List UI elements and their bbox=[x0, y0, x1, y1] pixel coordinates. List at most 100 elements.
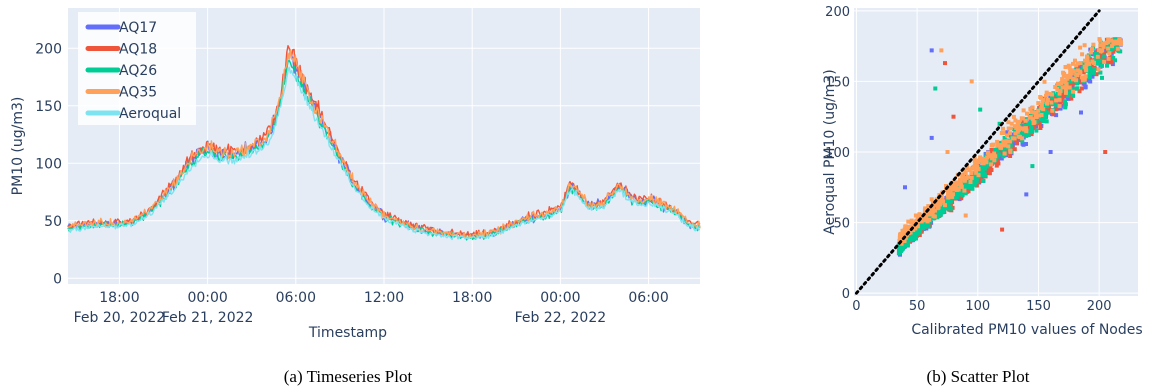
scatter-point-aq26 bbox=[1030, 164, 1035, 169]
scatter-point-aq26 bbox=[1092, 70, 1096, 75]
scatter-point-aq35 bbox=[969, 175, 974, 180]
scatter-point-aq35 bbox=[1056, 82, 1061, 87]
scatter-point-aq35 bbox=[1016, 125, 1021, 130]
scatter-point-aq26 bbox=[1068, 79, 1073, 84]
scatter-point-aq26 bbox=[917, 227, 922, 232]
scatter-point-aq35 bbox=[1006, 120, 1011, 125]
scatter-point-aq26 bbox=[943, 199, 948, 204]
scatter-point-aq35 bbox=[1071, 77, 1076, 82]
scatter-point-aq17 bbox=[1024, 142, 1028, 146]
scatter-point-aq35 bbox=[1107, 51, 1112, 56]
scatter-point-aq35 bbox=[1078, 69, 1082, 74]
scatter-point-aq18 bbox=[1012, 147, 1017, 152]
scatter-point-aq26 bbox=[1054, 102, 1059, 107]
scatter-point-aq26 bbox=[1027, 129, 1032, 134]
scatter-point-aq35 bbox=[1090, 59, 1095, 64]
scatter-point-aq35 bbox=[1013, 118, 1018, 123]
x-tick-label: 100 bbox=[965, 299, 990, 314]
scatter-point-aq26 bbox=[946, 202, 951, 207]
scatter-point-aq26 bbox=[1100, 75, 1104, 80]
scatter-point-aq35 bbox=[1041, 107, 1046, 112]
scatter-point-aq26 bbox=[1039, 117, 1044, 122]
scatter-point-aq35 bbox=[932, 214, 937, 219]
scatter-point-aq26 bbox=[1014, 134, 1019, 139]
scatter-point-aq35 bbox=[1065, 76, 1070, 81]
scatter-point-aq35 bbox=[960, 174, 965, 179]
scatter-point-aq18 bbox=[1038, 126, 1043, 130]
scatter-point-aq35 bbox=[984, 160, 989, 165]
scatter-point-aq35 bbox=[958, 182, 963, 187]
scatter-point-aq35 bbox=[1063, 87, 1068, 92]
scatter-point-aq17 bbox=[1079, 110, 1083, 115]
scatter-point-aq35 bbox=[930, 205, 935, 210]
scatter-point-aq35 bbox=[919, 218, 924, 223]
scatter-point-aq26 bbox=[1046, 110, 1050, 115]
y-tick-label: 100 bbox=[35, 156, 62, 172]
scatter-point-aq26 bbox=[915, 231, 920, 235]
scatter-point-aq35 bbox=[914, 219, 919, 224]
scatter-point-aq26 bbox=[967, 184, 971, 189]
scatter-point-aq35 bbox=[1028, 115, 1033, 119]
x-tick-labels-a: 18:00 Feb 20, 2022 00:00 Feb 21, 2022 06:00 1… bbox=[74, 290, 669, 326]
scatter-point-aq26 bbox=[1066, 91, 1071, 96]
scatter-point-aq18 bbox=[1026, 127, 1031, 131]
scatter-point-aq17 bbox=[1048, 150, 1053, 154]
scatter-point-aq26 bbox=[993, 147, 998, 152]
scatter-point-aq26 bbox=[933, 86, 938, 91]
scatter-point-aq35 bbox=[969, 171, 974, 175]
scatter-point-aq35 bbox=[1091, 42, 1096, 47]
scatter-point-aq26 bbox=[1100, 63, 1104, 68]
scatter-point-aq26 bbox=[1063, 105, 1068, 110]
scatter-point-aq35 bbox=[1074, 78, 1078, 83]
scatter-point-aq35 bbox=[939, 48, 944, 53]
scatter-point-aq35 bbox=[1029, 110, 1034, 115]
x-tick-label: 06:00 bbox=[276, 290, 316, 306]
scatter-point-aq35 bbox=[925, 219, 930, 224]
scatter-point-aq35 bbox=[931, 209, 935, 214]
scatter-point-aq35 bbox=[1034, 114, 1039, 119]
scatter-point-aq18 bbox=[1060, 96, 1065, 101]
scatter-point-aq26 bbox=[974, 177, 979, 182]
scatter-point-aq35 bbox=[1050, 92, 1054, 97]
scatter-point-aq35 bbox=[1004, 139, 1009, 144]
scatter-point-aq26 bbox=[1020, 131, 1025, 136]
scatter-point-aq26 bbox=[981, 178, 986, 183]
scatter-point-aq35 bbox=[1114, 40, 1119, 44]
scatter-point-aq35 bbox=[1018, 135, 1022, 140]
scatter-point-aq26 bbox=[1045, 104, 1050, 109]
scatter-point-aq35 bbox=[1023, 118, 1028, 123]
scatter-point-aq35 bbox=[1024, 128, 1029, 133]
scatter-point-aq35 bbox=[1039, 106, 1044, 111]
scatter-point-aq26 bbox=[1081, 61, 1086, 66]
scatter-point-aq26 bbox=[1030, 129, 1034, 134]
scatter-point-aq35 bbox=[1017, 127, 1021, 132]
scatter-point-aq26 bbox=[1034, 128, 1039, 133]
scatter-point-aq18 bbox=[1103, 150, 1108, 154]
scatter-point-aq35 bbox=[923, 206, 928, 211]
caption-b: (b) Scatter Plot bbox=[927, 367, 1030, 386]
scatter-point-aq35 bbox=[1006, 144, 1011, 149]
scatter-point-aq35 bbox=[969, 79, 974, 84]
scatter-point-aq26 bbox=[1001, 154, 1006, 159]
scatter-point-aq18 bbox=[989, 147, 994, 152]
scatter-point-aq17 bbox=[1039, 123, 1044, 128]
scatter-point-aq26 bbox=[1075, 81, 1080, 86]
scatter-point-aq35 bbox=[1062, 71, 1067, 76]
scatter-point-aq35 bbox=[1081, 78, 1085, 83]
scatter-point-aq35 bbox=[901, 230, 906, 235]
scatter-point-aq35 bbox=[1007, 131, 1012, 136]
scatter-point-aq35 bbox=[949, 185, 954, 190]
scatter-point-aq26 bbox=[997, 121, 1002, 126]
scatter-point-aq35 bbox=[1062, 78, 1067, 83]
scatter-point-aq26 bbox=[1020, 138, 1025, 143]
scatter-point-aq35 bbox=[1088, 50, 1093, 55]
scatter-point-aq26 bbox=[926, 224, 931, 229]
scatter-point-aq35 bbox=[1057, 91, 1062, 96]
scatter-point-aq18 bbox=[1008, 154, 1013, 158]
scatter-point-aq35 bbox=[903, 224, 908, 229]
legend-a: AQ17 AQ18 AQ26 AQ35 Aeroqual bbox=[78, 12, 196, 125]
x-tick-date-label: Feb 20, 2022 bbox=[74, 310, 166, 326]
scatter-point-aq18 bbox=[974, 183, 979, 188]
x-tick-label: 0 bbox=[852, 299, 860, 314]
x-tick-label: 00:00 bbox=[187, 290, 227, 306]
